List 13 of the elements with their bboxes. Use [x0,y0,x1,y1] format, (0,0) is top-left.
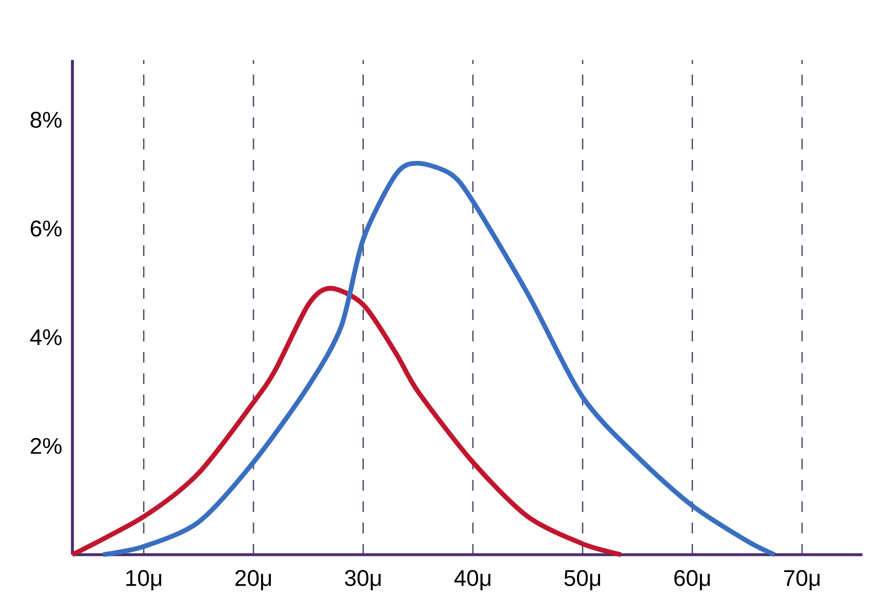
x-tick-label: 70μ [784,570,820,590]
y-tick-label: 8% [30,112,62,128]
line-series [70,286,624,558]
x-tick-label: 10μ [126,570,162,590]
x-tick-label: 20μ [235,570,271,590]
x-tick-label: 30μ [344,570,381,590]
x-tick-label: 40μ [454,570,490,590]
y-tick-label: 2% [30,438,62,454]
line-series [100,161,778,558]
y-tick-label: 4% [30,329,62,346]
y-tick-label: 6% [30,220,62,237]
x-tick-label: 50μ [564,570,600,590]
x-tick-label: 60μ [674,570,710,590]
